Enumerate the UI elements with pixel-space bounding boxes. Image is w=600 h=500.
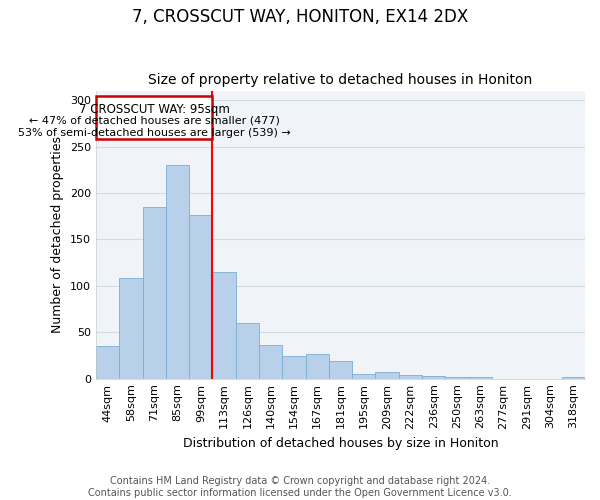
- Bar: [282, 356, 305, 378]
- Bar: [445, 377, 469, 378]
- Bar: [259, 346, 282, 378]
- Bar: [469, 377, 492, 378]
- Bar: [96, 346, 119, 378]
- Bar: [143, 207, 166, 378]
- Bar: [305, 354, 329, 378]
- Bar: [329, 361, 352, 378]
- Bar: [212, 272, 236, 378]
- Bar: [119, 278, 143, 378]
- Bar: [352, 374, 376, 378]
- Bar: [422, 376, 445, 378]
- Bar: [376, 372, 399, 378]
- Bar: [189, 216, 212, 378]
- Bar: [96, 96, 212, 139]
- Bar: [562, 377, 585, 378]
- Bar: [236, 323, 259, 378]
- Text: Contains HM Land Registry data © Crown copyright and database right 2024.
Contai: Contains HM Land Registry data © Crown c…: [88, 476, 512, 498]
- Bar: [166, 165, 189, 378]
- Text: 7 CROSSCUT WAY: 95sqm: 7 CROSSCUT WAY: 95sqm: [79, 103, 230, 116]
- X-axis label: Distribution of detached houses by size in Honiton: Distribution of detached houses by size …: [182, 437, 499, 450]
- Text: 7, CROSSCUT WAY, HONITON, EX14 2DX: 7, CROSSCUT WAY, HONITON, EX14 2DX: [132, 8, 468, 26]
- Text: ← 47% of detached houses are smaller (477): ← 47% of detached houses are smaller (47…: [29, 116, 280, 126]
- Title: Size of property relative to detached houses in Honiton: Size of property relative to detached ho…: [148, 73, 533, 87]
- Y-axis label: Number of detached properties: Number of detached properties: [52, 136, 64, 334]
- Bar: [399, 375, 422, 378]
- Text: 53% of semi-detached houses are larger (539) →: 53% of semi-detached houses are larger (…: [18, 128, 290, 138]
